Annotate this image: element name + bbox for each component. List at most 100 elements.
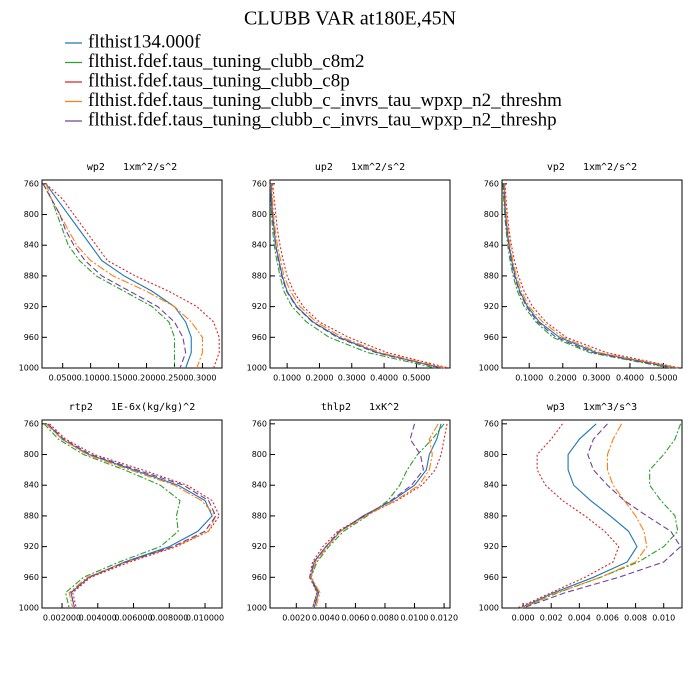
y-tick-label: 880 — [484, 271, 499, 280]
profile-line — [310, 423, 442, 609]
x-tick-label: 0.0080 — [371, 614, 399, 623]
legend-label: flthist.fdef.taus_tuning_clubb_c_invrs_t… — [88, 90, 562, 111]
x-tick-label: 0.0120 — [430, 614, 458, 623]
y-tick-label: 840 — [484, 241, 499, 250]
x-tick-label: 0.0500 — [49, 374, 77, 383]
x-tick-label: 0.1000 — [273, 374, 301, 383]
profile-line — [309, 423, 424, 609]
y-tick-label: 760 — [24, 179, 39, 188]
profile-line — [45, 183, 220, 369]
y-tick-label: 960 — [252, 573, 267, 582]
x-tick-label: 0.3000 — [188, 374, 216, 383]
x-tick-label: 0.006000 — [114, 614, 152, 623]
y-tick-label: 1000 — [479, 364, 499, 373]
x-tick-label: 0.2000 — [305, 374, 333, 383]
profile-line — [521, 423, 648, 609]
profile-line — [43, 423, 181, 609]
y-tick-label: 800 — [24, 450, 39, 459]
profile-line — [521, 423, 682, 609]
x-tick-label: 0.0020 — [282, 614, 310, 623]
y-tick-label: 800 — [24, 210, 39, 219]
x-tick-label: 0.3000 — [338, 374, 366, 383]
y-tick-label: 800 — [484, 210, 499, 219]
plot-frame — [269, 419, 451, 609]
profile-line — [47, 423, 217, 609]
profile-line — [272, 183, 449, 369]
y-tick-label: 920 — [24, 302, 39, 311]
x-tick-label: 0.4000 — [370, 374, 398, 383]
x-tick-label: 0.002000 — [43, 614, 81, 623]
profile-line — [504, 183, 681, 369]
x-tick-label: 0.3000 — [582, 374, 610, 383]
profile-line — [310, 423, 439, 609]
panel-title: wp3 1xm^3/s^3 — [547, 402, 637, 413]
x-tick-label: 0.010000 — [186, 614, 224, 623]
y-tick-label: 840 — [252, 481, 267, 490]
y-tick-label: 880 — [24, 511, 39, 520]
y-tick-label: 880 — [252, 271, 267, 280]
profile-line — [269, 183, 436, 369]
x-tick-label: 0.5000 — [402, 374, 430, 383]
y-tick-label: 800 — [484, 450, 499, 459]
panel-title: up2 1xm^2/s^2 — [315, 162, 405, 173]
figure-title: CLUBB VAR at180E,45N — [244, 8, 456, 30]
profile-line — [42, 183, 187, 369]
y-tick-label: 760 — [484, 419, 499, 428]
x-tick-label: 0.2500 — [160, 374, 188, 383]
y-tick-label: 760 — [252, 179, 267, 188]
plot-frame — [501, 419, 683, 609]
profile-line — [45, 423, 217, 609]
y-tick-label: 800 — [252, 450, 267, 459]
profile-line — [45, 183, 203, 369]
y-tick-label: 840 — [252, 241, 267, 250]
y-tick-label: 1000 — [479, 604, 499, 613]
panel-title: thlp2 1xK^2 — [321, 402, 399, 413]
x-tick-label: 0.010 — [652, 614, 675, 623]
y-tick-label: 840 — [24, 241, 39, 250]
y-tick-label: 960 — [484, 573, 499, 582]
profile-line — [271, 183, 446, 369]
y-tick-label: 920 — [484, 542, 499, 551]
x-tick-label: 0.0040 — [312, 614, 340, 623]
x-tick-label: 0.0060 — [341, 614, 369, 623]
legend-label: flthist134.000f — [88, 31, 201, 52]
y-tick-label: 1000 — [19, 604, 39, 613]
plot-frame — [501, 179, 683, 369]
y-tick-label: 1000 — [247, 364, 267, 373]
profile-line — [503, 183, 674, 369]
y-tick-label: 960 — [252, 333, 267, 342]
profile-line — [310, 423, 445, 609]
y-tick-label: 920 — [24, 542, 39, 551]
x-tick-label: 0.2000 — [133, 374, 161, 383]
profile-line — [503, 183, 678, 369]
y-tick-label: 920 — [252, 302, 267, 311]
y-tick-label: 1000 — [247, 604, 267, 613]
y-tick-label: 960 — [24, 333, 39, 342]
x-tick-label: 0.4000 — [616, 374, 644, 383]
y-tick-label: 1000 — [19, 364, 39, 373]
profile-line — [49, 423, 220, 609]
profile-line — [503, 183, 679, 369]
profile-line — [520, 423, 638, 609]
x-tick-label: 0.004 — [568, 614, 591, 623]
x-tick-label: 0.006 — [596, 614, 619, 623]
profile-line — [47, 423, 213, 609]
y-tick-label: 760 — [484, 179, 499, 188]
y-tick-label: 920 — [252, 542, 267, 551]
profile-line — [517, 423, 620, 609]
y-tick-label: 880 — [484, 511, 499, 520]
x-tick-label: 0.0100 — [401, 614, 429, 623]
x-tick-label: 0.1500 — [105, 374, 133, 383]
plot-frame — [269, 179, 451, 369]
profile-line — [502, 183, 671, 369]
legend-label: flthist.fdef.taus_tuning_clubb_c8p — [88, 70, 350, 91]
y-tick-label: 760 — [252, 419, 267, 428]
x-tick-label: 0.008 — [624, 614, 647, 623]
profile-line — [270, 183, 443, 369]
plot-frame — [41, 179, 223, 369]
profile-line — [309, 423, 448, 609]
x-tick-label: 0.002 — [540, 614, 563, 623]
y-tick-label: 880 — [252, 511, 267, 520]
y-tick-label: 760 — [24, 419, 39, 428]
y-tick-label: 960 — [24, 573, 39, 582]
